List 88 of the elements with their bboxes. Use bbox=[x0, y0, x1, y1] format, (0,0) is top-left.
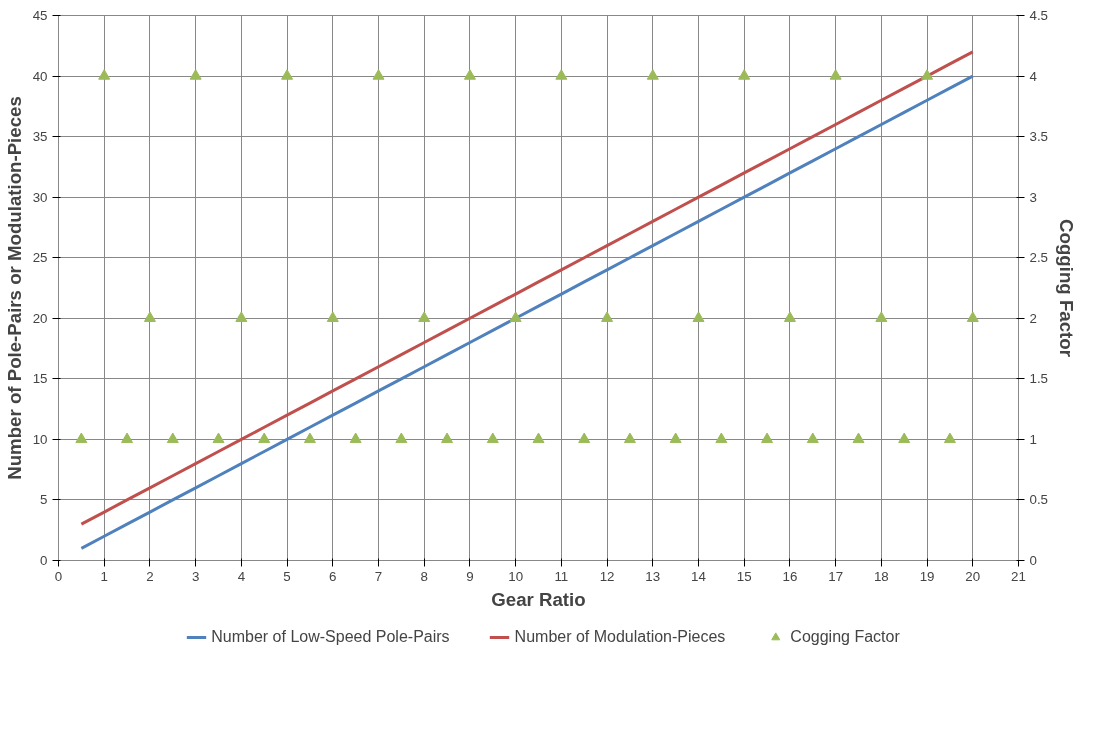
x-tick-label: 2 bbox=[146, 568, 154, 584]
x-tick-label: 16 bbox=[782, 568, 798, 584]
x-tick-label: 13 bbox=[645, 568, 661, 584]
y-tick-label: 10 bbox=[32, 431, 48, 447]
x-tick-label: 17 bbox=[828, 568, 844, 584]
y2-axis-title: Cogging Factor bbox=[1056, 219, 1078, 357]
point bbox=[121, 432, 134, 444]
x-tick-label: 14 bbox=[691, 568, 707, 584]
point bbox=[623, 432, 636, 444]
y2-tick-label: 4 bbox=[1029, 68, 1038, 84]
point bbox=[875, 311, 888, 322]
point bbox=[555, 69, 568, 80]
x-tick-label: 20 bbox=[965, 568, 981, 584]
point bbox=[303, 432, 316, 444]
point bbox=[715, 432, 728, 444]
y-tick-label: 15 bbox=[32, 371, 48, 387]
x-tick-label: 12 bbox=[599, 568, 615, 584]
point bbox=[738, 69, 751, 80]
point bbox=[943, 432, 956, 444]
point bbox=[829, 69, 842, 80]
point bbox=[372, 69, 385, 80]
x-tick-label: 6 bbox=[329, 568, 337, 584]
point bbox=[669, 432, 682, 444]
x-tick-label: 3 bbox=[191, 568, 200, 584]
x-tick-label: 21 bbox=[1011, 568, 1026, 584]
y-tick-label: 25 bbox=[32, 250, 48, 266]
y-tick-label: 20 bbox=[32, 310, 48, 326]
point bbox=[921, 69, 934, 80]
point bbox=[966, 311, 979, 322]
point bbox=[806, 432, 819, 444]
point bbox=[646, 69, 659, 80]
point bbox=[212, 432, 225, 444]
x-tick-label: 1 bbox=[100, 568, 108, 584]
y2-tick-label: 0 bbox=[1029, 553, 1037, 568]
point bbox=[852, 432, 865, 444]
x-tick-label: 15 bbox=[736, 568, 752, 584]
point bbox=[692, 311, 705, 322]
y2-tick-label: 2.5 bbox=[1029, 250, 1049, 266]
y2-tick-label: 1.5 bbox=[1029, 371, 1049, 387]
x-tick-label: 9 bbox=[466, 568, 474, 584]
y-tick-label: 5 bbox=[40, 492, 48, 508]
point bbox=[761, 432, 774, 444]
x-axis-title: Gear Ratio bbox=[491, 588, 586, 610]
legend-label: Number of Low-Speed Pole-Pairs bbox=[211, 628, 450, 646]
point bbox=[898, 432, 911, 444]
point bbox=[441, 432, 454, 444]
legend-label: Cogging Factor bbox=[790, 628, 900, 646]
y-tick-label: 35 bbox=[32, 129, 48, 145]
point bbox=[463, 69, 476, 80]
x-tick-label: 7 bbox=[374, 568, 383, 584]
y2-tick-label: 4.5 bbox=[1029, 8, 1049, 23]
point bbox=[98, 69, 111, 80]
point bbox=[258, 432, 271, 444]
y-tick-label: 40 bbox=[32, 68, 48, 84]
y-tick-label: 45 bbox=[32, 8, 48, 23]
x-tick-label: 19 bbox=[919, 568, 935, 584]
y-tick-label: 0 bbox=[40, 553, 48, 568]
point bbox=[143, 311, 156, 322]
point bbox=[395, 432, 408, 444]
point bbox=[509, 311, 522, 322]
point bbox=[578, 432, 591, 444]
point bbox=[601, 311, 614, 322]
y2-tick-label: 3 bbox=[1029, 189, 1037, 205]
y2-tick-label: 1 bbox=[1029, 431, 1037, 447]
y2-tick-label: 2 bbox=[1029, 310, 1037, 326]
x-tick-label: 11 bbox=[554, 568, 569, 584]
point bbox=[166, 432, 179, 444]
point bbox=[418, 311, 431, 322]
point bbox=[486, 432, 499, 444]
x-tick-label: 8 bbox=[420, 568, 428, 584]
point bbox=[189, 69, 202, 80]
x-tick-label: 0 bbox=[54, 568, 63, 584]
legend-label: Number of Modulation-Pieces bbox=[514, 628, 726, 646]
y2-tick-label: 0.5 bbox=[1029, 492, 1049, 508]
y2-tick-label: 3.5 bbox=[1029, 129, 1049, 145]
point bbox=[281, 69, 294, 80]
y-axis-title: Number of Pole-Pairs or Modulation-Pieces bbox=[3, 96, 25, 480]
x-tick-label: 18 bbox=[873, 568, 889, 584]
x-tick-label: 5 bbox=[283, 568, 291, 584]
x-tick-label: 10 bbox=[508, 568, 524, 584]
point bbox=[75, 432, 88, 444]
point bbox=[532, 432, 545, 444]
point bbox=[235, 311, 248, 322]
y-tick-label: 30 bbox=[32, 189, 48, 205]
point bbox=[326, 311, 339, 322]
point bbox=[783, 311, 796, 322]
point bbox=[349, 432, 362, 444]
x-tick-label: 4 bbox=[237, 568, 246, 584]
